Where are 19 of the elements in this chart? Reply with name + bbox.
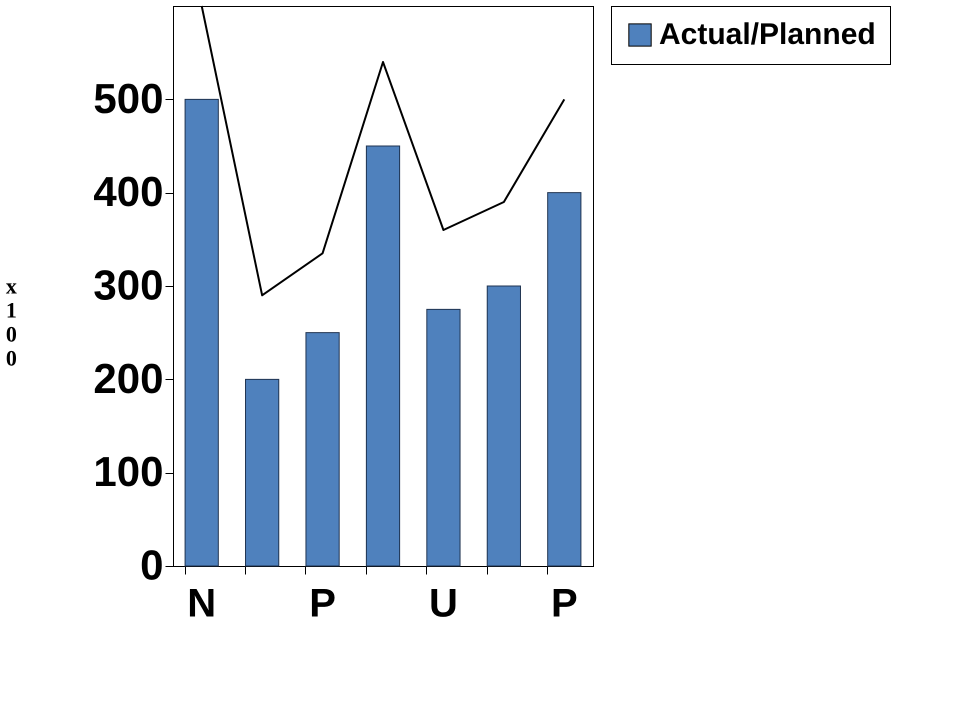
bar: [486, 286, 521, 566]
y-tick-label: 100: [93, 448, 164, 496]
x-tick-label: U: [428, 582, 458, 626]
bar: [366, 146, 400, 566]
x-tick-label: P: [309, 582, 336, 626]
y-tick-label: 500: [93, 74, 164, 122]
bar: [305, 332, 340, 566]
bar: [245, 378, 280, 566]
y-tick-label: 400: [93, 168, 164, 216]
y-tick-label: 300: [93, 262, 164, 308]
bar: [547, 192, 582, 566]
bar: [426, 308, 461, 566]
x-tick-label: N: [187, 582, 216, 626]
x-tick-label: P: [550, 582, 578, 626]
legend-label: Actual/Planned: [659, 18, 876, 51]
y-tick-label: 200: [93, 354, 164, 402]
y-axis-title: x100: [6, 274, 17, 370]
bar: [184, 98, 219, 566]
y-tick-label: 0: [140, 542, 164, 588]
